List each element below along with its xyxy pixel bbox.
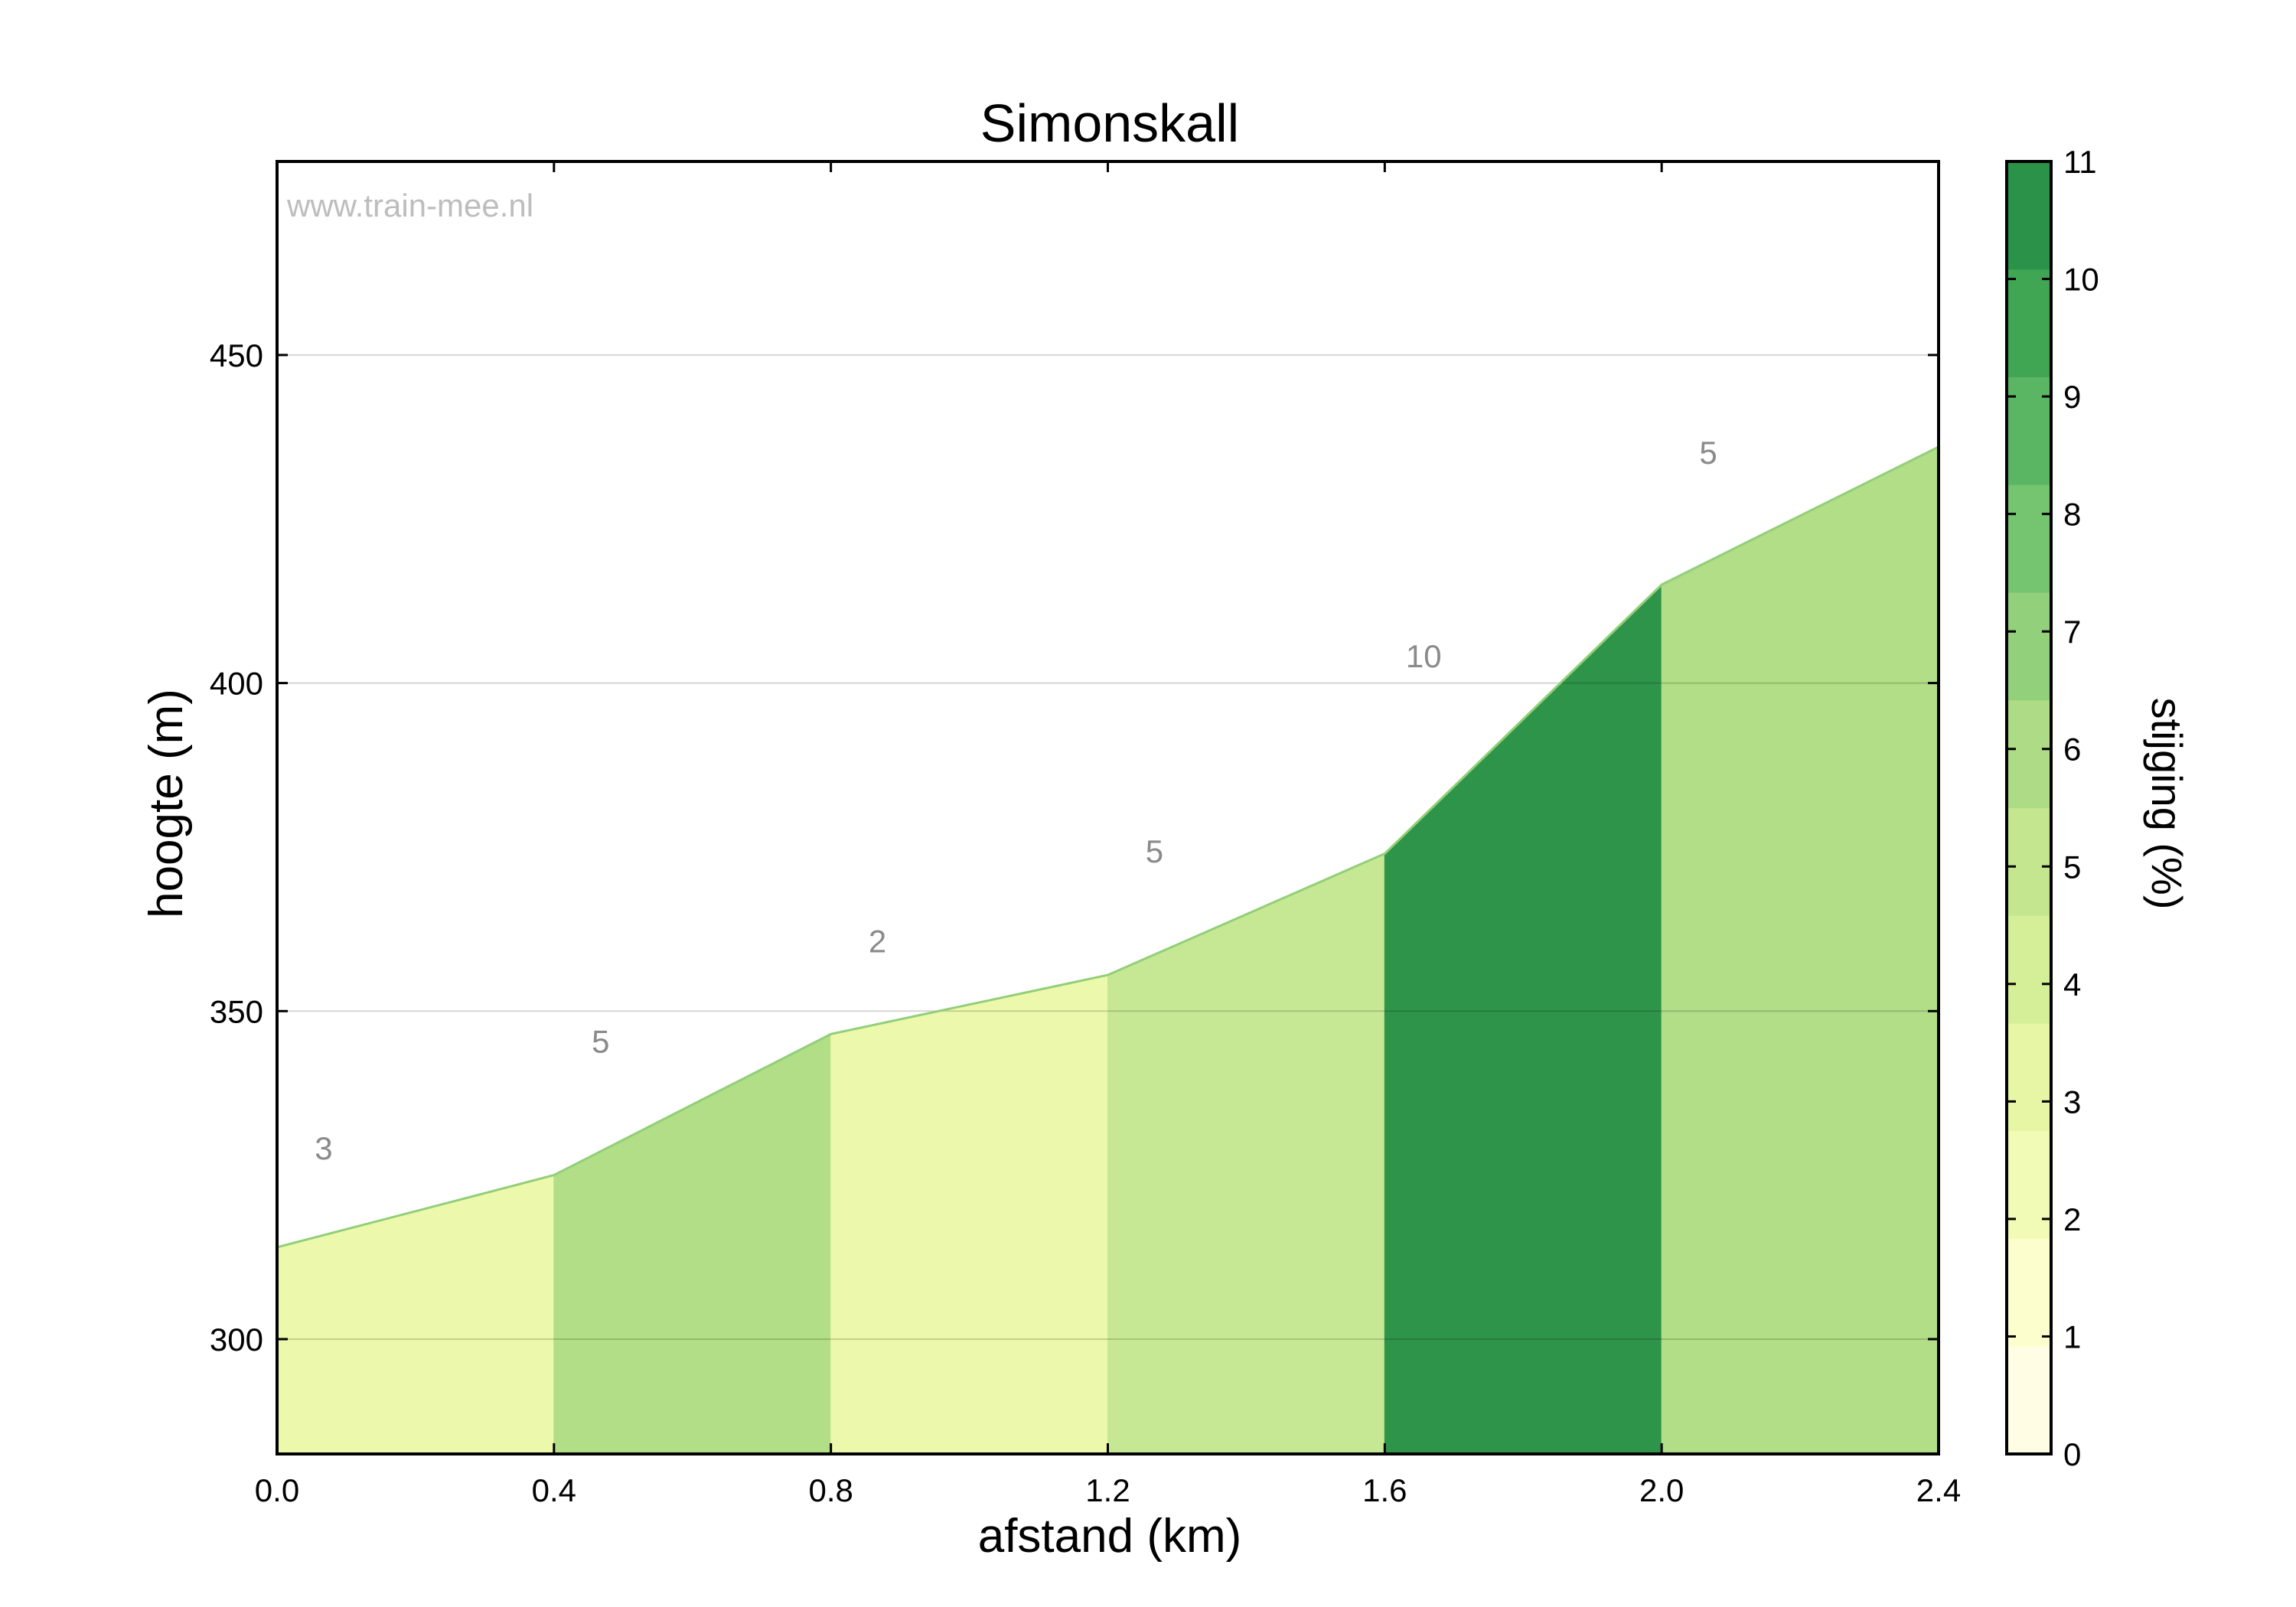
- x-tick-label: 0.8: [808, 1472, 853, 1508]
- colorbar-band-10: [2007, 269, 2051, 377]
- colorbar-label: stijging (%): [2143, 698, 2191, 910]
- segment-label-4: 5: [1146, 833, 1163, 869]
- segment-fills: [276, 446, 1939, 1455]
- segment-label-1: 3: [315, 1130, 332, 1166]
- colorbar-tick-label: 9: [2063, 379, 2081, 415]
- profile-segment-5: [1384, 583, 1662, 1455]
- profile-segment-3: [830, 974, 1108, 1455]
- y-axis-label: hoogte (m): [140, 689, 193, 918]
- y-tick-label: 350: [210, 993, 263, 1029]
- gridlines: [277, 354, 1939, 1340]
- colorbar-band-0: [2007, 1346, 2051, 1455]
- colorbar-tick-label: 1: [2063, 1319, 2081, 1354]
- colorbar-band-4: [2007, 915, 2051, 1024]
- colorbar-tick-label: 5: [2063, 849, 2081, 885]
- colorbar-tick-label: 0: [2063, 1436, 2081, 1472]
- colorbar-band-8: [2007, 484, 2051, 593]
- colorbar-border: [2005, 160, 2053, 1455]
- axis-ticks: 0.0 0.4 0.8 1.2 1.6 2.0 2.4 300 350 400 450: [210, 161, 1961, 1508]
- y-tick-label: 450: [210, 337, 263, 373]
- colorbar-tick-label: 8: [2063, 497, 2081, 533]
- profile-segment-1: [276, 1174, 555, 1455]
- watermark: www.train-mee.nl: [286, 187, 533, 223]
- colorbar-band-1: [2007, 1238, 2051, 1347]
- x-axis-label: afstand (km): [978, 1510, 1242, 1563]
- colorbar: 0 1 2 3 4 5 6 7 8 9 10 11: [2005, 144, 2099, 1472]
- x-tick-label: 0.0: [255, 1472, 299, 1508]
- colorbar-band-5: [2007, 807, 2051, 916]
- y-tick-label: 400: [210, 666, 263, 702]
- colorbar-band-11: [2007, 161, 2051, 270]
- segment-gradient-labels: 3 5 2 5 10 5: [315, 435, 1717, 1166]
- chart-title: Simonskall: [980, 93, 1239, 153]
- colorbar-band-7: [2007, 592, 2051, 701]
- segment-label-2: 5: [592, 1023, 609, 1059]
- colorbar-tick-label: 4: [2063, 966, 2081, 1002]
- colorbar-tick-label: 7: [2063, 614, 2081, 650]
- x-tick-label: 1.6: [1362, 1472, 1407, 1508]
- colorbar-band-3: [2007, 1023, 2051, 1132]
- y-tick-label: 300: [210, 1322, 263, 1358]
- profile-outline: [276, 445, 1939, 1249]
- x-tick-label: 2.0: [1639, 1472, 1684, 1508]
- x-tick-label: 2.4: [1916, 1472, 1961, 1508]
- colorbar-band-9: [2007, 376, 2051, 485]
- segment-label-6: 5: [1699, 435, 1717, 471]
- profile-line: [276, 445, 1939, 1249]
- colorbar-tick-label: 2: [2063, 1201, 2081, 1237]
- x-tick-label: 1.2: [1085, 1472, 1130, 1508]
- colorbar-tick-label: 11: [2063, 144, 2097, 180]
- profile-segment-2: [553, 1033, 832, 1455]
- profile-segment-4: [1107, 852, 1385, 1455]
- segment-label-5: 10: [1406, 638, 1442, 674]
- segment-label-3: 2: [869, 924, 886, 960]
- x-tick-label: 0.4: [532, 1472, 576, 1508]
- colorbar-tick-label: 3: [2063, 1084, 2081, 1120]
- profile-segment-6: [1661, 446, 1939, 1455]
- colorbar-tick-label: 10: [2063, 262, 2099, 298]
- colorbar-tick-label: 6: [2063, 732, 2081, 768]
- colorbar-band-2: [2007, 1130, 2051, 1239]
- colorbar-band-6: [2007, 699, 2051, 808]
